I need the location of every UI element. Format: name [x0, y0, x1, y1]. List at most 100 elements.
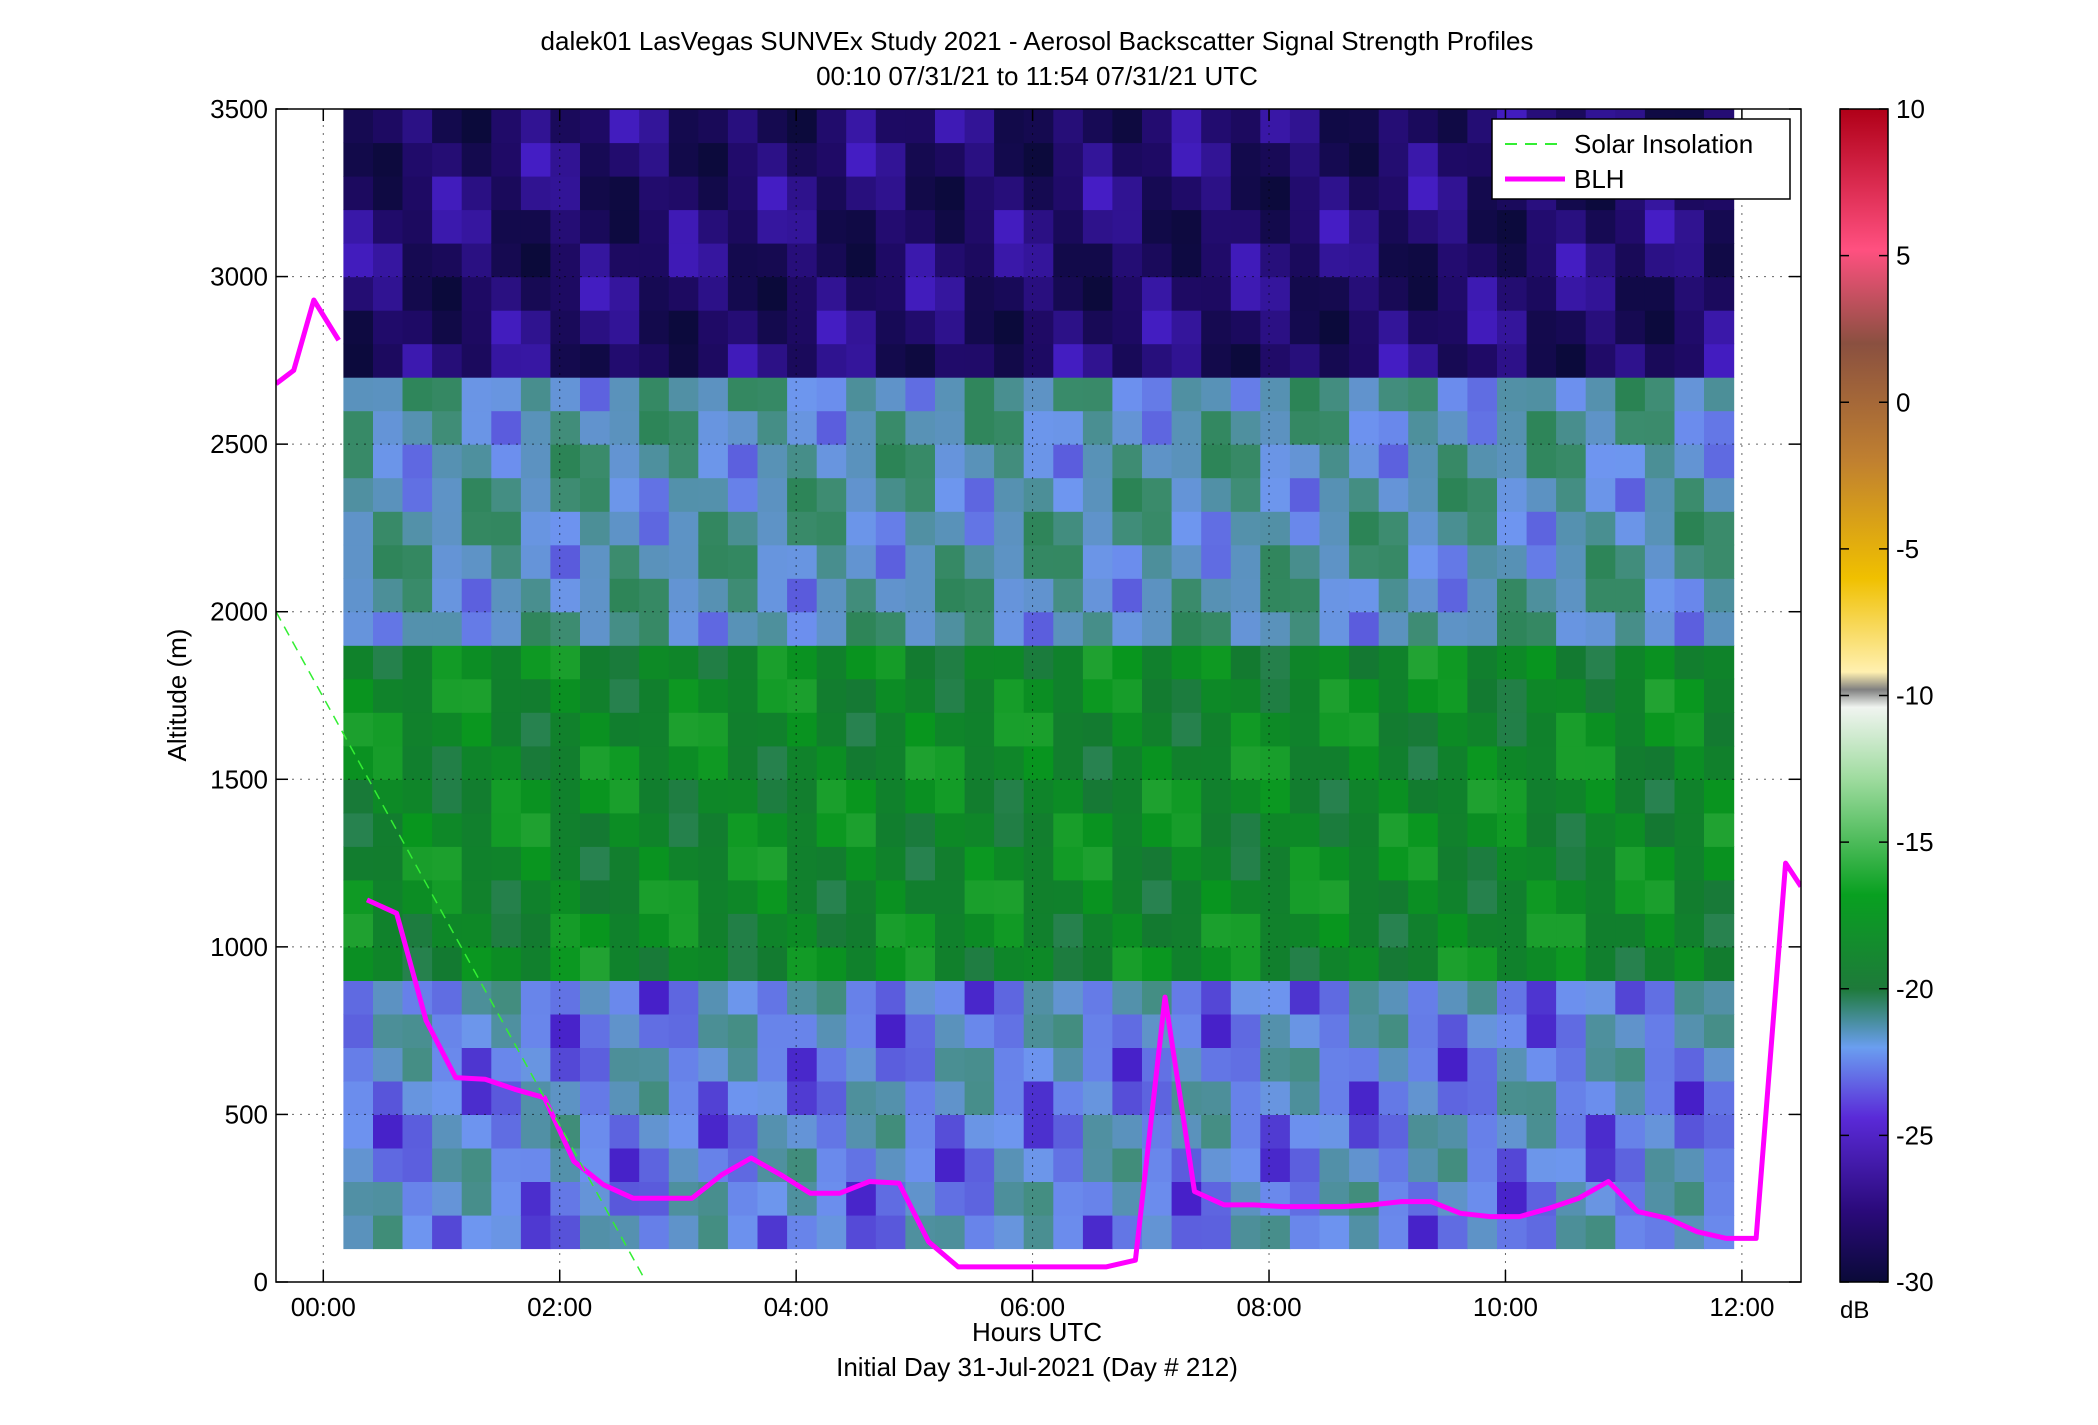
heatmap-cell	[1082, 745, 1114, 780]
heatmap-cell	[1556, 1147, 1587, 1182]
heatmap-cell	[787, 477, 818, 512]
heatmap-cell	[935, 544, 966, 579]
heatmap-cell	[994, 142, 1025, 177]
heatmap-cell	[935, 243, 966, 278]
heatmap-cell	[1378, 913, 1409, 948]
heatmap-cell	[1201, 209, 1232, 244]
heatmap-cell	[491, 1215, 522, 1250]
heatmap-cell	[668, 410, 699, 445]
heatmap-cell	[905, 846, 936, 881]
heatmap-cell	[816, 511, 847, 546]
heatmap-cell	[994, 645, 1025, 680]
heatmap-cell	[520, 142, 552, 177]
heatmap-cell	[964, 946, 995, 981]
heatmap-cell	[1644, 611, 1676, 646]
heatmap-cell	[935, 410, 966, 445]
heatmap-cell	[373, 410, 404, 445]
heatmap-cell	[373, 377, 404, 412]
heatmap-cell	[639, 980, 670, 1015]
heatmap-cell	[846, 377, 877, 412]
heatmap-cell	[1378, 779, 1409, 814]
heatmap-cell	[550, 846, 581, 881]
heatmap-cell	[550, 611, 581, 646]
heatmap-cell	[580, 812, 611, 847]
heatmap-cell	[964, 846, 995, 881]
heatmap-cell	[491, 578, 522, 613]
heatmap-cell	[1644, 846, 1676, 881]
heatmap-cell	[668, 812, 699, 847]
heatmap-cell	[1230, 1147, 1261, 1182]
heatmap-cell	[461, 343, 492, 378]
heatmap-cell	[668, 511, 699, 546]
heatmap-cell	[373, 477, 404, 512]
heatmap-cell	[343, 377, 374, 412]
heatmap-cell	[1171, 645, 1202, 680]
heatmap-cell	[846, 243, 877, 278]
heatmap-cell	[1023, 410, 1054, 445]
heatmap-cell	[964, 1215, 995, 1250]
heatmap-cell	[1230, 611, 1261, 646]
heatmap-cell	[550, 1181, 581, 1216]
heatmap-cell	[432, 209, 463, 244]
heatmap-cell	[1201, 276, 1232, 311]
heatmap-cell	[1467, 745, 1498, 780]
heatmap-cell	[343, 879, 374, 914]
heatmap-cell	[1674, 578, 1705, 613]
heatmap-cell	[520, 1013, 552, 1048]
heatmap-cell	[520, 477, 552, 512]
heatmap-cell	[1349, 310, 1380, 345]
heatmap-cell	[757, 444, 788, 479]
heatmap-cell	[994, 1147, 1025, 1182]
heatmap-cell	[1437, 645, 1468, 680]
heatmap-cell	[609, 377, 640, 412]
heatmap-cell	[1585, 444, 1616, 479]
heatmap-cell	[1378, 243, 1409, 278]
heatmap-cell	[1201, 544, 1232, 579]
heatmap-cell	[1704, 444, 1735, 479]
heatmap-cell	[1378, 745, 1409, 780]
heatmap-cell	[1023, 176, 1054, 211]
heatmap-cell	[1615, 1013, 1646, 1048]
heatmap-cell	[727, 310, 759, 345]
heatmap-cell	[1053, 209, 1084, 244]
heatmap-cell	[1171, 209, 1202, 244]
heatmap-cell	[964, 611, 995, 646]
heatmap-cell	[1142, 176, 1173, 211]
heatmap-cell	[461, 276, 492, 311]
x-tick-label: 12:00	[1709, 1292, 1774, 1322]
heatmap-cell	[461, 1013, 492, 1048]
heatmap-cell	[964, 377, 995, 412]
heatmap-cell	[757, 511, 788, 546]
heatmap-cell	[1674, 276, 1705, 311]
heatmap-cell	[1082, 477, 1114, 512]
heatmap-cell	[343, 946, 374, 981]
heatmap-cell	[935, 377, 966, 412]
heatmap-cell	[580, 511, 611, 546]
heatmap-cell	[639, 310, 670, 345]
heatmap-cell	[1053, 812, 1084, 847]
heatmap-cell	[1201, 377, 1232, 412]
heatmap-cell	[1171, 779, 1202, 814]
heatmap-cell	[1171, 410, 1202, 445]
heatmap-cell	[816, 1080, 847, 1115]
heatmap-cell	[1526, 1147, 1557, 1182]
heatmap-cell	[1082, 410, 1114, 445]
heatmap-cell	[698, 812, 729, 847]
x-tick-label: 00:00	[291, 1292, 356, 1322]
heatmap-cell	[1053, 243, 1084, 278]
heatmap-cell	[668, 276, 699, 311]
heatmap-cell	[1023, 310, 1054, 345]
x-tick-label: 02:00	[527, 1292, 592, 1322]
heatmap-cell	[1142, 1215, 1173, 1250]
heatmap-cell	[402, 879, 433, 914]
heatmap-cell	[994, 745, 1025, 780]
heatmap-cell	[1467, 1181, 1498, 1216]
heatmap-cell	[1615, 678, 1646, 713]
heatmap-cell	[609, 578, 640, 613]
heatmap-cell	[609, 611, 640, 646]
heatmap-cell	[1023, 477, 1054, 512]
heatmap-cell	[373, 812, 404, 847]
heatmap-cell	[432, 812, 463, 847]
heatmap-cell	[668, 779, 699, 814]
heatmap-cell	[1319, 276, 1350, 311]
